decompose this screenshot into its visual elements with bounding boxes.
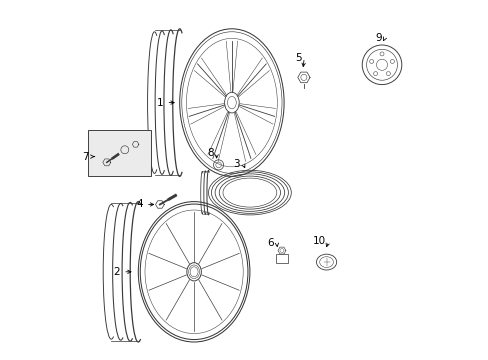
Text: 6: 6 — [267, 238, 273, 248]
Bar — [88, 130, 151, 176]
Text: 1: 1 — [157, 98, 163, 108]
Text: 2: 2 — [113, 267, 120, 277]
Text: 5: 5 — [294, 53, 301, 63]
Bar — [88, 130, 151, 176]
Text: 4: 4 — [136, 199, 142, 210]
Text: 3: 3 — [233, 159, 240, 169]
Text: 10: 10 — [312, 236, 325, 246]
Text: 8: 8 — [207, 148, 213, 158]
Text: 9: 9 — [375, 33, 381, 43]
Text: 7: 7 — [82, 152, 89, 162]
Ellipse shape — [223, 178, 276, 207]
